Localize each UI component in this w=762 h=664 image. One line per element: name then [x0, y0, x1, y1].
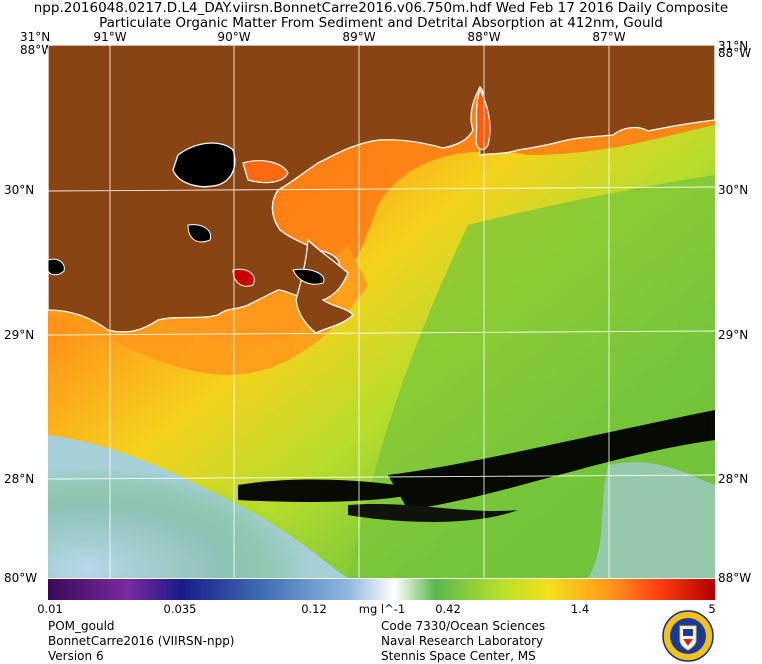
corner-label-bottom-left: 80°W	[4, 571, 38, 585]
satellite-map	[48, 45, 715, 578]
map-subtitle: Particulate Organic Matter From Sediment…	[99, 15, 663, 31]
lat-label-left-30n: 30°N	[4, 183, 35, 197]
colorbar	[48, 579, 715, 600]
dataset-name: BonnetCarre2016 (VIIRSN-npp)	[48, 634, 235, 648]
inland-lake-delta	[232, 268, 255, 287]
colorbar-tick-4: 1.4	[570, 602, 590, 616]
lon-label-87w: 87°W	[592, 30, 626, 44]
corner-label-top-left: 31°N	[20, 30, 51, 44]
colorbar-tick-2: 0.12	[301, 602, 327, 616]
land-mass	[48, 45, 715, 333]
lake-pontchartrain	[172, 142, 236, 188]
corner-label-top-right-lon: 88°W	[718, 46, 752, 60]
no-data-speckle	[238, 410, 715, 522]
lon-label-88w: 88°W	[467, 30, 501, 44]
mississippi-delta	[295, 238, 354, 334]
corner-label-bottom-right: 88°W	[718, 571, 752, 585]
river-plume-core	[48, 245, 368, 375]
org-name: Naval Research Laboratory	[381, 634, 544, 648]
colorbar-tick-5: 5	[708, 602, 716, 616]
lon-label-90w: 90°W	[217, 30, 251, 44]
org-location: Stennis Space Center, MS	[381, 649, 536, 663]
colorbar-tick-3: 0.42	[435, 602, 461, 616]
low-concentration-southeast	[588, 462, 715, 578]
mobile-bay	[475, 88, 491, 151]
lat-label-right-28n: 28°N	[718, 472, 749, 486]
inland-lake-east	[292, 268, 325, 285]
inland-lake-west	[48, 258, 65, 276]
lat-label-right-29n: 29°N	[718, 328, 749, 342]
org-code: Code 7330/Ocean Sciences	[381, 619, 546, 633]
corner-label-top-left-lon: 88°W	[20, 43, 54, 57]
lon-label-89w: 89°W	[342, 30, 376, 44]
lon-label-91w: 91°W	[93, 30, 127, 44]
product-name: POM_gould	[48, 619, 115, 633]
version-label: Version 6	[48, 649, 104, 663]
colorbar-tick-1: 0.035	[163, 602, 197, 616]
graticule	[48, 45, 715, 578]
colorbar-unit: mg l^-1	[358, 602, 406, 616]
map-title: npp.2016048.0217.D.L4_DAY.viirsn.BonnetC…	[33, 0, 729, 16]
inland-lake-south	[187, 224, 212, 243]
lat-label-left-29n: 29°N	[4, 328, 35, 342]
lake-borgne	[242, 160, 289, 184]
lat-label-right-30n: 30°N	[718, 183, 749, 197]
corner-label-top-right: 31°N	[718, 39, 749, 53]
colorbar-tick-0: 0.01	[37, 602, 63, 616]
nrl-seal-logo	[662, 610, 714, 662]
lat-label-left-28n: 28°N	[4, 472, 35, 486]
